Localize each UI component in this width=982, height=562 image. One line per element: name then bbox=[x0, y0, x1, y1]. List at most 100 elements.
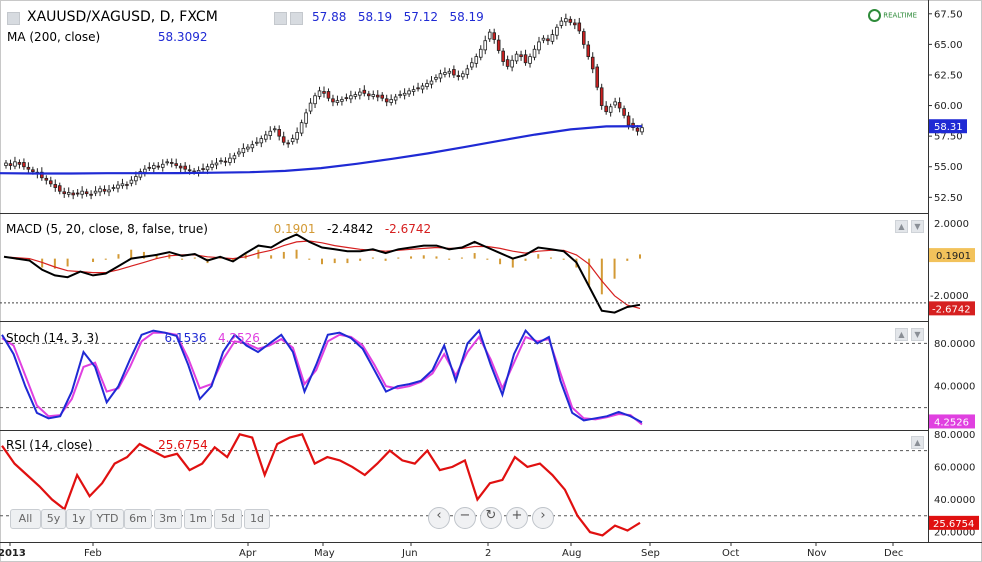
candle bbox=[438, 73, 443, 79]
stoch-d-value: 4.2526 bbox=[217, 331, 260, 345]
stoch-pane-down-icon[interactable]: ▼ bbox=[911, 328, 924, 341]
candle bbox=[241, 147, 246, 154]
candle bbox=[487, 31, 492, 40]
candle bbox=[160, 163, 165, 168]
range-1y-button[interactable]: 1y bbox=[66, 509, 91, 529]
time-tick-label: 2013 bbox=[0, 548, 26, 559]
candle bbox=[447, 70, 452, 74]
candle bbox=[75, 192, 80, 195]
candle bbox=[420, 85, 425, 90]
settings-icon[interactable] bbox=[274, 12, 287, 25]
candle bbox=[510, 59, 514, 68]
candle bbox=[147, 166, 152, 169]
macd-signal-box bbox=[929, 301, 975, 316]
candle bbox=[402, 92, 407, 96]
candle bbox=[272, 128, 277, 131]
reset-button[interactable]: ↻ bbox=[480, 507, 502, 529]
range-all-button[interactable]: All bbox=[10, 509, 41, 529]
candle bbox=[501, 50, 505, 62]
candle bbox=[514, 53, 519, 62]
candle bbox=[98, 188, 102, 193]
candle bbox=[187, 169, 192, 172]
macd-hist-value: 0.1901 bbox=[273, 222, 316, 236]
candle bbox=[505, 59, 510, 67]
time-tick-label: Dec bbox=[884, 548, 903, 559]
candle bbox=[317, 90, 322, 97]
zoom-in-button[interactable]: + bbox=[506, 507, 528, 529]
candle bbox=[617, 102, 622, 109]
range-ytd-button[interactable]: YTD bbox=[91, 509, 124, 529]
macd-pane-up-icon[interactable]: ▲ bbox=[895, 220, 908, 233]
candle bbox=[375, 94, 380, 98]
candle bbox=[492, 32, 496, 40]
candle bbox=[608, 106, 613, 113]
price-tick-label: 62.50 bbox=[934, 70, 963, 81]
rsi-value-box bbox=[929, 515, 979, 530]
eye-icon[interactable] bbox=[7, 12, 20, 25]
stoch-d-axis-label: 4.2526 bbox=[934, 417, 969, 428]
candle bbox=[93, 190, 98, 194]
candle bbox=[416, 87, 420, 90]
price-tick-label: 57.50 bbox=[934, 132, 963, 143]
candle bbox=[102, 188, 107, 192]
ohlc-values: 57.88 58.19 57.12 58.19 bbox=[312, 10, 484, 24]
candle bbox=[564, 18, 568, 23]
price-tick-label: 52.50 bbox=[934, 193, 963, 204]
range-3m-button[interactable]: 3m bbox=[154, 509, 182, 529]
last-price-label: 58.31 bbox=[934, 122, 963, 133]
candle bbox=[541, 37, 546, 41]
candle bbox=[434, 77, 438, 80]
candle bbox=[237, 151, 241, 155]
rsi-title: RSI (14, close) bbox=[6, 438, 93, 452]
zoom-out-button[interactable]: − bbox=[454, 507, 476, 529]
range-1m-button[interactable]: 1m bbox=[184, 509, 212, 529]
macd-label: MACD (5, 20, close, 8, false, true) 0.19… bbox=[6, 222, 431, 236]
candle bbox=[40, 171, 44, 179]
candle bbox=[393, 96, 398, 101]
range-bar: All 5y 1y YTD 6m 3m 1m 5d 1d bbox=[7, 508, 270, 530]
scroll-right-button[interactable]: › bbox=[532, 507, 554, 529]
candle bbox=[443, 72, 447, 75]
close-icon[interactable] bbox=[290, 12, 303, 25]
stoch-pane-up-icon[interactable]: ▲ bbox=[895, 328, 908, 341]
range-5y-button[interactable]: 5y bbox=[41, 509, 66, 529]
stoch-d-box bbox=[929, 414, 975, 429]
candle bbox=[169, 162, 174, 164]
rsi-pane-up-icon[interactable]: ▲ bbox=[911, 436, 924, 449]
macd-pane-down-icon[interactable]: ▼ bbox=[911, 220, 924, 233]
candle bbox=[465, 68, 470, 75]
candle bbox=[331, 98, 335, 103]
ohlc-close: 58.19 bbox=[449, 10, 484, 24]
candle bbox=[622, 108, 626, 116]
range-6m-button[interactable]: 6m bbox=[124, 509, 152, 529]
candle bbox=[174, 163, 178, 166]
candle bbox=[246, 146, 250, 150]
price-tick-label: 55.00 bbox=[934, 162, 963, 173]
candle bbox=[281, 136, 286, 143]
time-tick-label: 2 bbox=[485, 548, 491, 559]
candle bbox=[178, 165, 183, 169]
candle bbox=[559, 20, 564, 26]
candle bbox=[523, 54, 528, 64]
candle bbox=[568, 18, 573, 23]
candle bbox=[57, 185, 62, 192]
candle bbox=[156, 165, 161, 168]
candle bbox=[461, 73, 465, 78]
rsi-tick-label: 60.0000 bbox=[934, 462, 975, 473]
candle bbox=[470, 62, 474, 68]
candle bbox=[483, 40, 488, 51]
candle bbox=[71, 192, 75, 196]
candle bbox=[304, 112, 308, 124]
scroll-left-button[interactable]: ‹ bbox=[428, 507, 450, 529]
candle bbox=[613, 101, 617, 106]
candle bbox=[66, 192, 71, 195]
candle bbox=[80, 190, 84, 195]
candle bbox=[201, 168, 205, 170]
candle bbox=[44, 177, 49, 181]
range-1d-button[interactable]: 1d bbox=[244, 509, 270, 529]
macd-tick-label: 2.0000 bbox=[934, 219, 969, 230]
macd-signal-value: -2.6742 bbox=[384, 222, 432, 236]
candle bbox=[340, 99, 344, 102]
range-5d-button[interactable]: 5d bbox=[214, 509, 242, 529]
